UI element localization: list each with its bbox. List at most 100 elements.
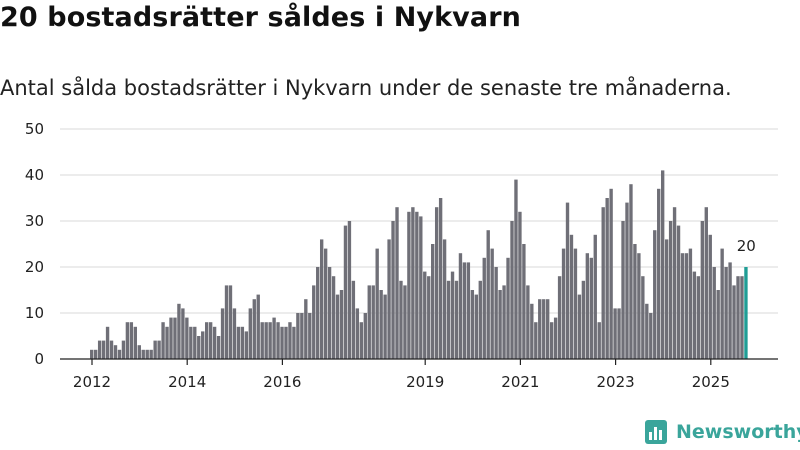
bar (316, 267, 320, 359)
bar (189, 326, 193, 359)
bar (284, 326, 288, 359)
bar (581, 280, 586, 359)
y-tick-label: 30 (25, 212, 44, 230)
bar (712, 267, 716, 359)
bar (724, 267, 728, 359)
bar (117, 349, 122, 359)
bar (668, 221, 673, 359)
bar (720, 248, 724, 359)
bar (613, 308, 617, 359)
bar (165, 326, 169, 359)
brand-name: Newsworthy (676, 421, 800, 443)
y-tick-label: 20 (25, 258, 44, 276)
bar (288, 322, 292, 359)
y-tick-label: 40 (25, 166, 44, 184)
bar (458, 253, 463, 359)
bar (149, 349, 153, 359)
x-tick-label: 2023 (597, 373, 635, 391)
bar (680, 253, 685, 359)
bar (339, 290, 344, 359)
bar (419, 216, 423, 359)
bar (145, 349, 149, 359)
bar (664, 239, 669, 359)
bar (355, 308, 360, 359)
bar (331, 276, 336, 359)
bar (216, 336, 221, 359)
bar (141, 349, 145, 359)
bar (260, 322, 264, 359)
chart-title: 20 bostadsrätter såldes i Nykvarn (0, 2, 521, 33)
bar (514, 179, 518, 359)
bar (240, 326, 245, 359)
bar (236, 326, 241, 359)
bar (553, 317, 558, 359)
brand-logo[interactable]: Newsworthy (645, 420, 800, 444)
bar (113, 345, 118, 359)
bar (197, 336, 201, 359)
bar (423, 271, 427, 359)
bar (105, 326, 110, 359)
x-tick-label: 2021 (501, 373, 539, 391)
x-tick-label: 2014 (168, 373, 206, 391)
axes: 0 10 20 30 40 50 2012 2014 2016 2019 2021 2023 2025 (25, 120, 778, 391)
bar (312, 285, 316, 359)
bar (577, 294, 582, 359)
bar (383, 294, 387, 359)
bar (308, 313, 312, 359)
bar (502, 285, 506, 359)
bar (454, 280, 459, 359)
bar (446, 280, 451, 359)
data-label-last: 20 (737, 237, 756, 255)
bar (201, 331, 205, 359)
bar (617, 308, 621, 359)
bar (153, 340, 157, 359)
bar (208, 322, 213, 359)
y-tick-label: 50 (25, 120, 44, 138)
bar (637, 253, 641, 359)
bar (585, 253, 590, 359)
bar-highlighted (744, 267, 748, 359)
bar (323, 248, 328, 359)
bar (292, 326, 296, 359)
bar (367, 285, 371, 359)
bar (248, 308, 252, 359)
bar (546, 299, 550, 359)
bar (549, 322, 554, 359)
bar (280, 326, 284, 359)
bar (431, 244, 435, 359)
bar (522, 244, 526, 359)
bar (653, 230, 657, 359)
bar (641, 276, 645, 359)
bar (542, 299, 546, 359)
bar (621, 221, 625, 359)
bar (359, 322, 364, 359)
bar (573, 248, 578, 359)
bar (379, 290, 383, 359)
bar (157, 340, 161, 359)
bar (645, 303, 649, 359)
bar (296, 313, 300, 359)
bar (494, 267, 498, 359)
bar (351, 280, 356, 359)
bar (177, 303, 181, 359)
bar (244, 331, 249, 359)
bar (716, 290, 720, 359)
bar (101, 340, 106, 359)
bar (736, 276, 740, 359)
bar (728, 262, 732, 359)
bar (228, 285, 233, 359)
y-tick-label: 10 (25, 304, 44, 322)
bar (526, 285, 530, 359)
bar (470, 290, 475, 359)
bar (109, 340, 114, 359)
bar (561, 248, 566, 359)
bar-chart-logo-icon (645, 420, 667, 444)
bar (232, 308, 237, 359)
bar (597, 322, 601, 359)
bar (486, 230, 490, 359)
bar (327, 267, 332, 359)
bar (466, 262, 471, 359)
bar (319, 239, 324, 359)
bar (224, 285, 229, 359)
bar (220, 308, 225, 359)
